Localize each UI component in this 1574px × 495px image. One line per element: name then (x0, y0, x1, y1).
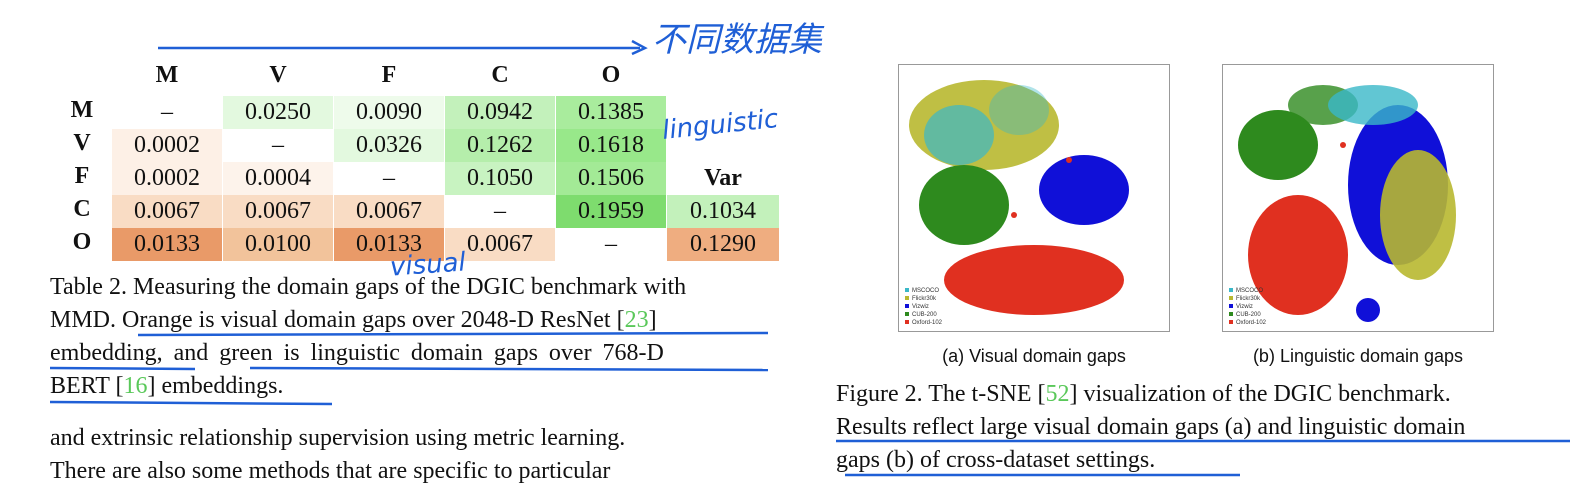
col-header-o: O (601, 62, 621, 88)
col-header-m: M (155, 62, 179, 88)
col-header-v: V (269, 62, 287, 88)
row-header-o: O (72, 229, 92, 255)
handwritten-note-chinese: 不同数据集 (652, 20, 822, 60)
table-cell: 0.0326 (334, 129, 444, 162)
caption-line: gaps (b) of cross-dataset settings. (836, 447, 1156, 473)
handwritten-note-visual: visual (389, 247, 467, 283)
var-value-linguistic: 0.1034 (667, 195, 779, 228)
legend-item: CUB-200 (912, 312, 937, 318)
legend: MSCOCO Flickr30k Vizwiz CUB-200 Oxford-1… (905, 287, 942, 327)
col-header-c: C (491, 62, 509, 88)
tsne-panel-linguistic: MSCOCO Flickr30k Vizwiz CUB-200 Oxford-1… (1222, 64, 1494, 332)
table-cell: 0.1959 (556, 195, 666, 228)
table-cell: – (272, 132, 284, 158)
table-cell: 0.1618 (556, 129, 666, 162)
col-header-f: F (381, 62, 397, 88)
table-cell: 0.1506 (556, 162, 666, 195)
table-cell: 0.0067 (112, 195, 222, 228)
table-cell: 0.0004 (223, 162, 333, 195)
caption-text: BERT [ (50, 373, 124, 399)
caption-text: ] visualization of the DGIC benchmark. (1069, 381, 1451, 407)
panel-label-a: (a) Visual domain gaps (942, 346, 1126, 366)
caption-line: Table 2. Measuring the domain gaps of th… (50, 274, 687, 300)
table-cell: 0.0067 (223, 195, 333, 228)
table-cell: 0.0067 (445, 228, 555, 261)
legend: MSCOCO Flickr30k Vizwiz CUB-200 Oxford-1… (1229, 287, 1266, 327)
caption-text: ] (648, 307, 657, 333)
table-cell: 0.0250 (223, 96, 333, 129)
legend-item: MSCOCO (1236, 288, 1263, 294)
table-cell: 0.0942 (445, 96, 555, 129)
row-header-v: V (73, 130, 91, 156)
legend-item: CUB-200 (1236, 312, 1261, 318)
row-header-m: M (70, 97, 94, 123)
table-cell: – (605, 231, 617, 257)
legend-item: Oxford-102 (1236, 320, 1267, 326)
table-cell: 0.0002 (112, 162, 222, 195)
table-cell: 0.0100 (223, 228, 333, 261)
table-cell: 0.0002 (112, 129, 222, 162)
legend-item: Oxford-102 (912, 320, 943, 326)
tsne-scatter-visual (909, 80, 1129, 315)
panel-label-b: (b) Linguistic domain gaps (1252, 346, 1464, 366)
caption-line: Results reflect large visual domain gaps… (836, 414, 1466, 440)
legend-item: Vizwiz (1236, 304, 1253, 310)
tsne-panel-visual: MSCOCO Flickr30k Vizwiz CUB-200 Oxford-1… (898, 64, 1170, 332)
caption-text: Figure 2. The t-SNE [ (836, 381, 1046, 407)
table-cell: 0.0090 (334, 96, 444, 129)
citation-link[interactable]: 52 (1045, 381, 1070, 407)
legend-item: Vizwiz (912, 304, 929, 310)
table-cell: 0.1262 (445, 129, 555, 162)
table-cell: 0.1050 (445, 162, 555, 195)
citation-link[interactable]: 23 (624, 307, 649, 333)
table-cell: 0.0133 (112, 228, 222, 261)
body-text-line: There are also some methods that are spe… (50, 458, 611, 484)
var-header: Var (704, 165, 742, 191)
legend-item: Flickr30k (1236, 296, 1261, 302)
legend-item: MSCOCO (912, 288, 939, 294)
caption-line: MMD. Orange is visual domain gaps over 2… (50, 307, 625, 333)
row-header-c: C (73, 196, 91, 222)
citation-link[interactable]: 16 (123, 373, 148, 399)
body-text-line: and extrinsic relationship supervision u… (50, 425, 626, 451)
row-header-f: F (74, 163, 90, 189)
table-cell: 0.0067 (334, 195, 444, 228)
table-cell: 0.0133 (334, 228, 444, 261)
tsne-scatter-linguistic (1238, 85, 1456, 322)
table-cell: – (161, 99, 173, 125)
table-cell: – (383, 165, 395, 191)
caption-text: ] embeddings. (147, 373, 284, 399)
table-cell: – (494, 198, 506, 224)
var-value-visual: 0.1290 (667, 228, 779, 261)
legend-item: Flickr30k (912, 296, 937, 302)
table-cell: 0.1385 (556, 96, 666, 129)
caption-line: embedding, and green is linguistic domai… (50, 340, 664, 366)
